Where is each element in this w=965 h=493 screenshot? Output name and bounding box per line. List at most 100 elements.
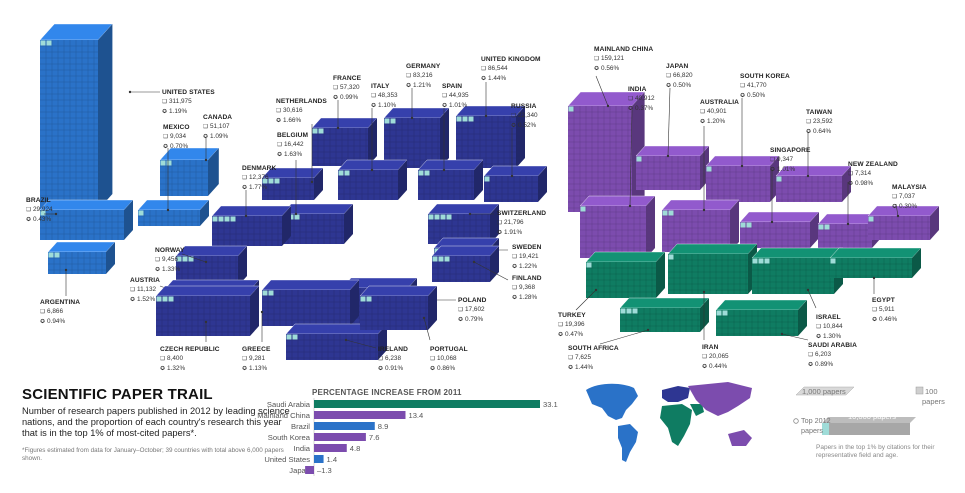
top-pct-value: 1.44% [488, 75, 507, 82]
top-pct-row: ✪ 1.21% [406, 81, 440, 91]
papers-count: 83,216 [413, 72, 433, 79]
block-top-face [261, 279, 360, 291]
papers-row: ❑ 6,866 [40, 307, 80, 317]
cube-icon: ❑ [458, 307, 463, 313]
legend-top-label: Top 2012 [801, 416, 831, 425]
papers-row: ❑ 41,770 [740, 81, 790, 91]
block-side-face [350, 280, 359, 326]
leader-dot [702, 208, 706, 212]
top-paper-cube [758, 258, 764, 264]
block-side-face [208, 148, 219, 196]
country-block-russia [483, 128, 548, 202]
block-side-face [516, 106, 525, 168]
footnote: *Figures estimated from data for January… [22, 447, 284, 462]
block-top-face [739, 211, 820, 223]
leader-dot [54, 212, 58, 216]
leader-line [781, 333, 809, 341]
country-label: ARGENTINA ❑ 6,866 ✪ 0.94% [40, 298, 80, 327]
top-paper-cube [160, 160, 166, 166]
top-paper-cube [168, 296, 174, 302]
top-pct-value: 1.30% [823, 333, 842, 340]
top-paper-cube [418, 170, 424, 176]
top-pct-row: ✪ 0.30% [892, 202, 927, 212]
top-pct-value: 0.43% [33, 216, 52, 223]
country-block-south-korea [705, 98, 780, 202]
country-block-mexico [137, 148, 210, 226]
top-paper-cube [262, 178, 268, 184]
block-front-face [48, 252, 106, 274]
papers-count: 29,924 [33, 206, 53, 213]
bar-category-label: Japan [289, 466, 310, 475]
top-pct-row: ✪ 0.98% [848, 179, 898, 189]
papers-row: ❑ 10,068 [430, 354, 468, 364]
country-name: ITALY [371, 83, 390, 90]
top-paper-cube [390, 118, 396, 124]
papers-count: 41,770 [747, 82, 767, 89]
top-pct-row: ✪ 1.28% [512, 293, 542, 303]
papers-row: ❑ 7,625 [568, 353, 619, 363]
leader-line [181, 253, 207, 263]
country-name: TURKEY [558, 312, 586, 319]
country-label: SOUTH AFRICA ❑ 7,625 ✪ 1.44% [568, 344, 619, 373]
papers-row: ❑ 7,037 [892, 192, 927, 202]
block-top-face [751, 247, 844, 259]
papers-count: 5,911 [879, 306, 895, 313]
country-block-argentina [47, 241, 116, 296]
papers-count: 6,238 [385, 355, 401, 362]
papers-count: 8,400 [167, 355, 183, 362]
legend-top-label-2: papers [801, 426, 823, 435]
top-paper-cube [438, 256, 444, 262]
country-name: SOUTH KOREA [740, 73, 790, 80]
top-paper-icon [793, 418, 799, 424]
page-title: SCIENTIFIC PAPER TRAIL [22, 386, 213, 403]
papers-count: 9,281 [249, 355, 265, 362]
top-paper-cube [318, 128, 324, 134]
bar-category-label: South Korea [268, 433, 311, 442]
increase-bar-chart: Saudi Arabia 33.1 Mainland China 13.4 Brazil… [257, 398, 558, 476]
leader-dot [410, 116, 414, 120]
country-name: AUSTRIA [130, 277, 161, 284]
top-paper-cube [434, 214, 440, 220]
cube-icon: ❑ [277, 142, 282, 148]
legend-note: Papers in the top 1% by citations for th… [816, 444, 935, 459]
top-paper-cube [338, 170, 344, 176]
top-paper-cube [456, 116, 462, 122]
cube-icon: ❑ [130, 287, 135, 293]
cube-icon: ❑ [806, 119, 811, 125]
top-pct-row: ✪ 1.66% [276, 116, 327, 126]
top-paper-icon: ✪ [163, 144, 168, 150]
leader-dot [606, 104, 610, 108]
block-top-face [359, 285, 438, 297]
top-pct-value: 1.63% [284, 151, 303, 158]
block-side-face [842, 166, 851, 202]
bar-category-label: Mainland China [257, 411, 311, 420]
papers-count: 57,320 [340, 84, 360, 91]
country-label: GERMANY ❑ 83,216 ✪ 1.21% [406, 62, 440, 91]
papers-row: ❑ 29,924 [26, 205, 53, 215]
bar-mark [314, 400, 540, 408]
top-paper-cube [428, 214, 434, 220]
block-side-face [124, 200, 133, 240]
block-side-face [656, 252, 665, 298]
papers-row: ❑ 20,065 [702, 352, 729, 362]
country-label: BELGIUM ❑ 16,442 ✪ 1.63% [277, 131, 308, 160]
bar-value-label: 7.6 [369, 433, 380, 442]
top-paper-icon: ✪ [160, 366, 165, 372]
cube-icon: ❑ [511, 113, 516, 119]
cube-icon: ❑ [40, 309, 45, 315]
country-block-france [311, 100, 378, 166]
leader-dot [646, 328, 650, 332]
top-pct-value: 0.91% [385, 365, 404, 372]
cube-icon: ❑ [512, 254, 517, 260]
top-paper-cube [212, 216, 218, 222]
country-label: SINGAPORE ❑ 9,347 ✪ 1.01% [770, 146, 810, 175]
leader-dot [260, 310, 264, 314]
papers-count: 66,820 [673, 72, 693, 79]
country-name: GERMANY [406, 63, 441, 70]
top-paper-icon: ✪ [242, 366, 247, 372]
top-pct-value: 0.50% [673, 82, 692, 89]
block-front-face [138, 210, 200, 226]
block-top-face [585, 251, 666, 263]
top-pct-value: 0.98% [855, 180, 874, 187]
